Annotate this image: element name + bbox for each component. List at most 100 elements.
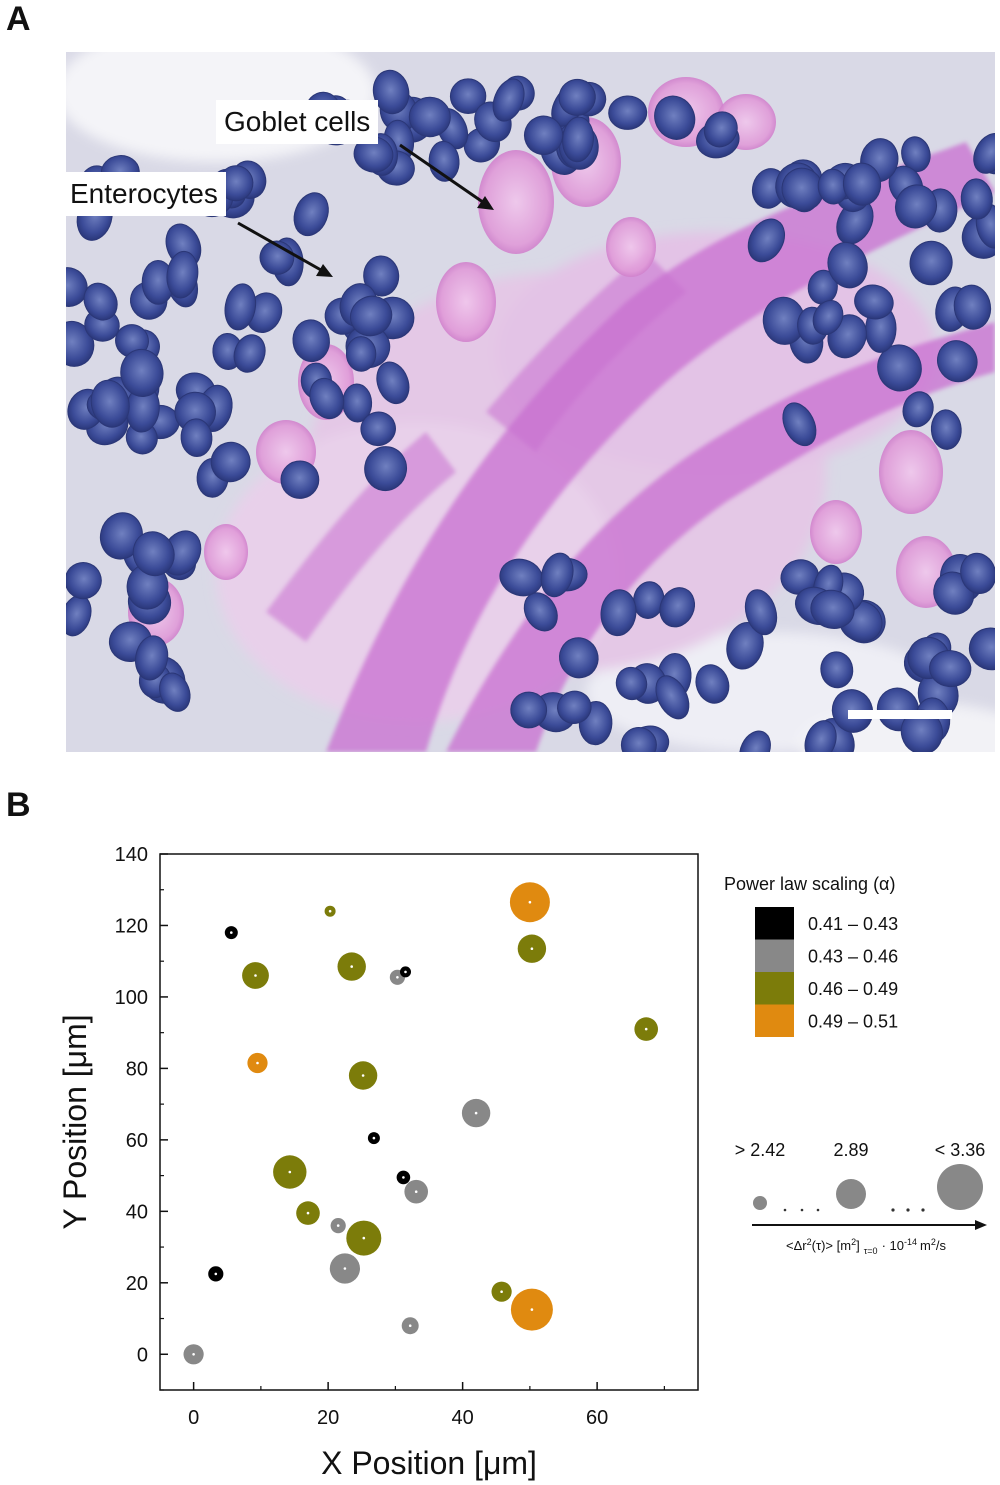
y-axis-label: Y Position [μm] — [57, 1014, 93, 1229]
cell-nucleus — [930, 409, 962, 450]
cell-nucleus — [810, 589, 855, 629]
cell-nucleus — [695, 664, 730, 704]
size-legend-dot — [891, 1208, 895, 1212]
data-point-center — [404, 970, 407, 974]
cell-nucleus — [782, 402, 817, 447]
data-point-center — [408, 1324, 412, 1327]
y-tick-label: 0 — [137, 1344, 148, 1366]
cell-nucleus — [372, 69, 410, 115]
cell-nucleus — [804, 720, 837, 752]
data-point-center — [530, 947, 534, 950]
cell-nucleus — [854, 284, 894, 320]
size-legend-arrow-head — [975, 1220, 987, 1230]
cell-nucleus — [540, 552, 574, 598]
cell-nucleus — [280, 460, 320, 499]
legend-swatch — [755, 1004, 794, 1037]
y-tick-label: 140 — [115, 844, 148, 866]
cell-nucleus — [937, 340, 978, 383]
goblet-cell — [478, 150, 554, 254]
size-legend-dot — [906, 1208, 910, 1212]
color-legend: 0.41 – 0.43 0.43 – 0.46 0.46 – 0.49 0.49 – … — [755, 907, 898, 1037]
cell-nucleus — [744, 589, 778, 636]
data-point-center — [214, 1272, 218, 1276]
cell-nucleus — [90, 379, 130, 428]
color-legend-title: Power law scaling (α) — [724, 874, 895, 894]
data-point-center — [528, 900, 532, 904]
cell-nucleus — [83, 282, 118, 321]
goblet-cell — [204, 524, 248, 580]
mucus-band — [486, 252, 686, 452]
cell-nucleus — [659, 587, 696, 628]
cell-nucleus — [510, 691, 548, 729]
cell-nucleus — [224, 283, 257, 331]
goblet-cell — [810, 500, 862, 564]
cell-nucleus — [376, 361, 410, 405]
y-tick-label: 100 — [115, 987, 148, 1009]
cell-nucleus — [960, 552, 995, 595]
size-legend-mid-circle — [836, 1179, 866, 1209]
cell-nucleus — [180, 418, 213, 457]
goblet-arrow-head — [477, 196, 494, 210]
data-point-center — [328, 909, 332, 913]
cell-nucleus — [902, 391, 934, 428]
y-tick-label: 60 — [126, 1130, 148, 1152]
goblet-arrow-line — [399, 143, 491, 209]
cell-nucleus — [620, 726, 657, 752]
cell-nucleus — [449, 78, 487, 115]
data-point-center — [474, 1111, 478, 1115]
cell-nucleus — [345, 336, 377, 372]
cell-nucleus — [842, 162, 882, 206]
cell-nucleus — [929, 650, 972, 688]
data-point-center — [336, 1224, 340, 1227]
size-legend-dot — [783, 1208, 787, 1212]
goblet-cell — [879, 430, 943, 514]
cell-nucleus — [159, 672, 191, 712]
panel-b-label: B — [6, 786, 31, 824]
y-tick-label: 80 — [126, 1058, 148, 1080]
y-tick-label: 120 — [115, 915, 148, 937]
data-point-center — [530, 1308, 534, 1311]
size-legend-dot — [800, 1208, 804, 1212]
cell-nucleus — [233, 334, 266, 373]
cell-nucleus — [655, 675, 690, 720]
cell-nucleus — [812, 299, 844, 336]
scatter-chart: 0 20 40 60 0 20 40 60 80 100 120 140 X Position [μm… — [57, 844, 987, 1481]
cell-nucleus — [134, 635, 169, 681]
size-label-mid: 2.89 — [833, 1140, 868, 1160]
goblet-cell — [436, 262, 496, 342]
x-tick-label: 40 — [452, 1407, 474, 1429]
cell-nucleus — [66, 561, 102, 600]
data-point-center — [350, 965, 354, 968]
cell-nucleus — [608, 95, 648, 130]
cell-nucleus — [600, 589, 637, 637]
cell-nucleus — [968, 627, 995, 671]
cell-nucleus — [210, 441, 251, 483]
cell-nucleus — [953, 284, 992, 330]
data-point-center — [362, 1236, 366, 1240]
size-legend-dot — [921, 1208, 925, 1212]
nucleus-group — [66, 69, 995, 752]
legend-label: 0.49 – 0.51 — [808, 1012, 898, 1032]
goblet-cells-label: Goblet cells — [216, 100, 379, 144]
enterocyte-arrow-head — [316, 264, 333, 277]
data-point-center — [500, 1290, 503, 1293]
cell-nucleus — [894, 184, 938, 229]
data-point-center — [343, 1267, 347, 1270]
cell-nucleus — [363, 255, 400, 297]
data-point-center — [256, 1061, 259, 1065]
enterocytes-label: Enterocytes — [62, 172, 226, 216]
cell-nucleus — [132, 531, 175, 577]
axis-ticks: 0 20 40 60 0 20 40 60 80 100 120 140 — [115, 844, 665, 1429]
cell-nucleus — [166, 250, 199, 299]
data-point-center — [414, 1190, 418, 1193]
cell-nucleus — [559, 637, 599, 679]
data-point-center — [230, 931, 233, 934]
cell-nucleus — [747, 218, 786, 263]
cell-nucleus — [654, 95, 696, 140]
cell-nucleus — [739, 730, 771, 752]
data-point-center — [254, 974, 257, 977]
legend-label: 0.43 – 0.46 — [808, 947, 898, 967]
y-tick-label: 20 — [126, 1273, 148, 1295]
cell-nucleus — [66, 267, 88, 307]
size-label-large: < 3.36 — [935, 1140, 986, 1160]
